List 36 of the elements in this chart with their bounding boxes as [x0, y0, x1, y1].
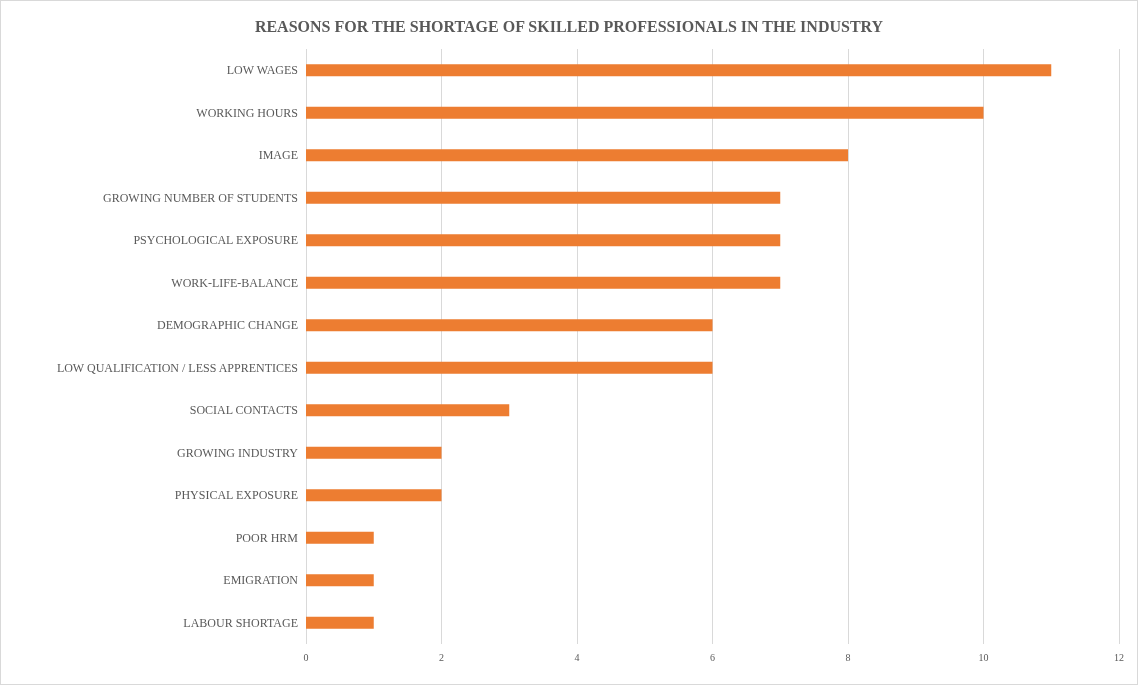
bar [306, 361, 713, 374]
bar [306, 574, 374, 587]
bar [306, 149, 848, 162]
y-tick-label: GROWING NUMBER OF STUDENTS [102, 190, 298, 205]
x-tick-label: 12 [1114, 651, 1124, 663]
y-tick-label: EMIGRATION [223, 573, 299, 588]
bar [306, 319, 713, 332]
bar [306, 489, 442, 502]
bar [306, 404, 510, 417]
bar [306, 531, 374, 544]
y-tick-label: POOR HRM [235, 530, 299, 545]
x-tick-label: 6 [710, 651, 715, 663]
x-tick-label: 4 [574, 651, 580, 663]
y-tick-label: WORKING HOURS [196, 105, 298, 120]
bar [306, 616, 374, 629]
bar [306, 191, 781, 204]
y-tick-label: IMAGE [258, 148, 298, 163]
y-tick-label: PHYSICAL EXPOSURE [174, 488, 298, 503]
chart-title: REASONS FOR THE SHORTAGE OF SKILLED PROFESSIONALS IN THE INDUSTRY [254, 17, 884, 35]
y-tick-label: GROWING INDUSTRY [177, 445, 299, 460]
x-tick-label: 2 [439, 651, 444, 663]
y-tick-label: WORK-LIFE-BALANCE [171, 275, 298, 290]
bar [306, 106, 984, 119]
y-tick-label: LOW WAGES [226, 63, 298, 78]
bar [306, 64, 1052, 77]
x-tick-label: 8 [845, 651, 851, 663]
bar [306, 234, 781, 247]
bar [306, 276, 781, 289]
bar [306, 446, 442, 459]
x-tick-label: 10 [978, 651, 989, 663]
y-tick-label: PSYCHOLOGICAL EXPOSURE [133, 233, 298, 248]
y-tick-label: LABOUR SHORTAGE [183, 615, 298, 630]
y-tick-label: SOCIAL CONTACTS [189, 403, 298, 418]
x-tick-label: 0 [303, 651, 309, 663]
y-tick-label: DEMOGRAPHIC CHANGE [156, 318, 298, 333]
y-tick-label: LOW QUALIFICATION / LESS APPRENTICES [56, 360, 298, 375]
